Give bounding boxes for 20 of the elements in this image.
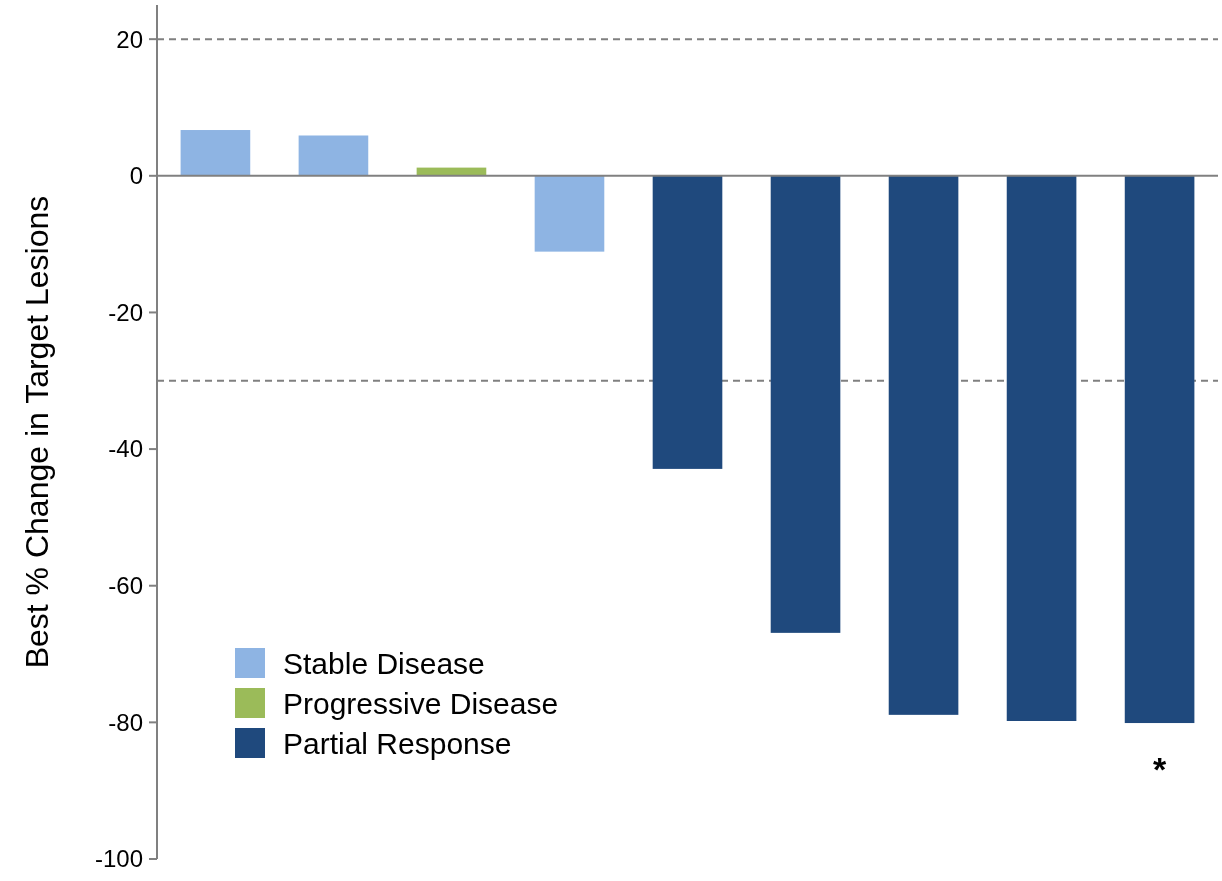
y-tick-label: -80 <box>108 708 143 736</box>
y-tick-label: -100 <box>94 845 143 873</box>
y-axis-title: Best % Change in Target Lesions <box>19 195 55 669</box>
bar <box>180 130 251 176</box>
legend-label: Partial Response <box>283 726 512 760</box>
bar <box>888 175 959 715</box>
y-tick-label: 20 <box>116 25 143 53</box>
legend-label: Progressive Disease <box>283 686 559 720</box>
bar <box>1006 175 1077 721</box>
bar <box>1124 175 1195 724</box>
bar <box>298 135 369 176</box>
bar <box>652 175 723 469</box>
y-tick-label: -60 <box>108 572 143 600</box>
annotation: * <box>1152 749 1167 788</box>
y-tick-label: -20 <box>108 298 143 326</box>
legend-label: Stable Disease <box>283 646 485 680</box>
bar <box>770 175 841 633</box>
bar <box>534 175 605 252</box>
y-tick-label: -40 <box>108 435 143 463</box>
y-tick-label: 0 <box>129 162 143 190</box>
